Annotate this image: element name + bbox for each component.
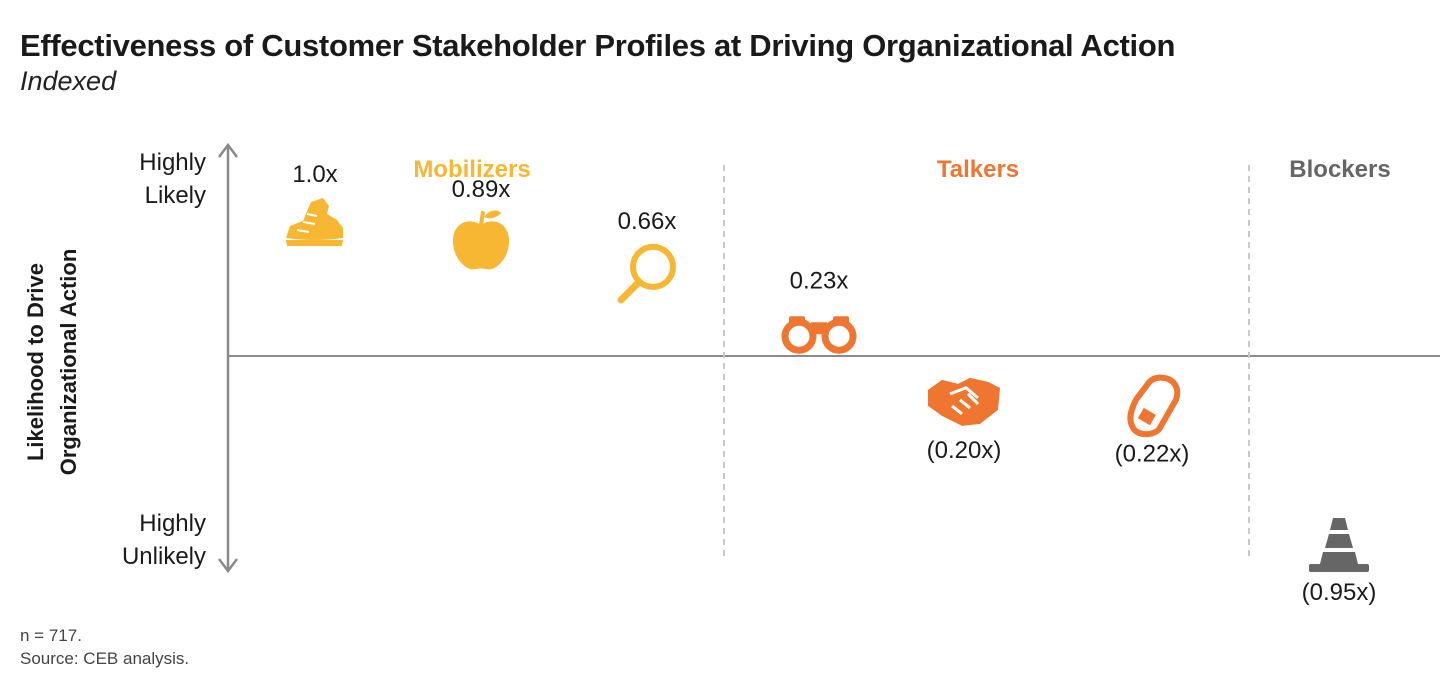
sample-size-note: n = 717. <box>20 626 82 645</box>
group-header-mobilizers: Mobilizers <box>413 156 530 183</box>
data-label: 1.0x <box>292 161 337 188</box>
data-point <box>286 198 343 246</box>
apple-icon <box>453 210 509 270</box>
binoculars-icon <box>781 316 857 354</box>
y-axis-title-line2: Organizational Action <box>56 249 81 476</box>
data-point <box>453 210 509 270</box>
carabiner-icon <box>1127 374 1181 438</box>
data-label: 0.23x <box>790 267 849 294</box>
group-header-blockers: Blockers <box>1289 156 1390 183</box>
chart-subtitle: Indexed <box>20 66 117 96</box>
y-axis-title-line1: Likelihood to Drive <box>23 263 48 461</box>
data-point <box>1127 374 1181 438</box>
data-label: (0.95x) <box>1302 579 1377 606</box>
data-point <box>781 316 857 354</box>
source-note: Source: CEB analysis. <box>20 649 190 668</box>
data-point <box>1309 518 1369 572</box>
data-label: 0.66x <box>618 208 677 235</box>
y-bottom-label-line2: Unlikely <box>122 543 206 570</box>
handshake-icon <box>928 377 1000 426</box>
y-top-label-line2: Likely <box>145 182 206 209</box>
data-label: (0.22x) <box>1115 441 1190 468</box>
chart-title: Effectiveness of Customer Stakeholder Pr… <box>20 28 1176 63</box>
data-label: 0.89x <box>452 176 511 203</box>
data-label: (0.20x) <box>927 437 1002 464</box>
group-header-talkers: Talkers <box>937 156 1019 183</box>
y-axis <box>218 142 238 574</box>
y-top-label-line1: Highly <box>139 149 206 176</box>
traffic-cone-icon <box>1309 518 1369 572</box>
footnotes: n = 717. Source: CEB analysis. <box>20 624 189 670</box>
data-point <box>928 377 1000 426</box>
magnifier-icon <box>617 243 676 304</box>
y-bottom-label-line1: Highly <box>139 510 206 537</box>
y-axis-title: Likelihood to Drive Organizational Action <box>23 249 81 476</box>
data-point <box>617 243 676 304</box>
sneaker-icon <box>286 198 343 246</box>
